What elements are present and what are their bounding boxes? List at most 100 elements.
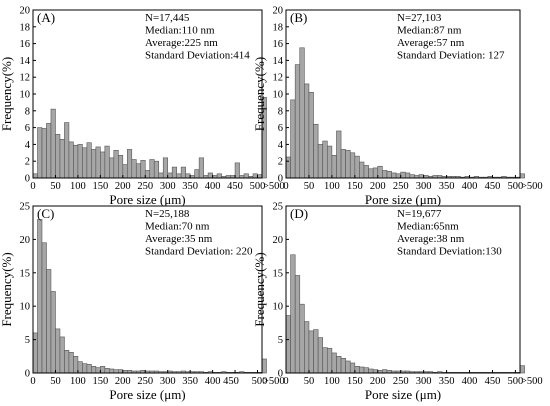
stat-line: Average:35 nm: [145, 233, 213, 245]
y-tick-label: 25: [273, 202, 284, 213]
x-axis-label: Pore size (μm): [365, 387, 441, 402]
histogram-bar: [372, 369, 379, 374]
x-tick-label: 50: [304, 376, 315, 387]
histogram-bar: [95, 146, 101, 179]
histogram-bar: [158, 172, 164, 179]
histogram-bar: [322, 347, 328, 374]
x-tick-label: 300: [160, 376, 176, 387]
stat-line: N=19,677: [397, 208, 442, 220]
histogram-bar: [122, 164, 128, 179]
y-tick-label: 20: [20, 235, 31, 246]
histogram-bar: [261, 358, 267, 374]
stat-line: N=17,445: [145, 12, 190, 24]
histogram-bar: [86, 364, 92, 374]
y-tick-label: 18: [20, 22, 31, 33]
histogram-bar: [144, 170, 151, 179]
x-tick-label: 350: [182, 181, 198, 192]
y-tick-label: 14: [20, 56, 31, 67]
y-tick-label: 14: [273, 56, 284, 67]
histogram-bar: [386, 170, 392, 179]
y-tick-label: 0: [278, 174, 283, 185]
x-tick-label: >500: [263, 376, 285, 387]
histogram-bar: [243, 173, 249, 179]
histogram-bar: [91, 366, 97, 374]
histogram-bar: [135, 163, 142, 179]
histogram-bar: [322, 140, 328, 179]
histogram-bar: [382, 170, 388, 179]
x-tick-label: 300: [160, 181, 176, 192]
histogram-bar: [68, 351, 74, 374]
y-tick-label: 20: [273, 6, 284, 17]
x-tick-label: 450: [485, 376, 501, 387]
x-tick-label: 100: [324, 376, 340, 387]
x-tick-label: 400: [462, 181, 478, 192]
histogram-bar: [285, 315, 291, 374]
x-tick-label: 400: [462, 376, 478, 387]
y-tick-label: 20: [273, 235, 284, 246]
stat-line: Standard Deviation: 220: [145, 246, 253, 258]
x-tick-label: >500: [521, 376, 543, 387]
x-tick-label: 50: [50, 376, 61, 387]
x-tick-label: 300: [416, 376, 432, 387]
x-tick-label: 150: [92, 181, 108, 192]
histogram-bar: [41, 128, 47, 179]
x-tick-label: 250: [137, 376, 153, 387]
y-tick-label: 10: [20, 90, 31, 101]
y-axis-label: Frequency(%): [252, 252, 267, 326]
histogram-bar: [64, 122, 70, 179]
x-tick-label: 0: [30, 376, 35, 387]
histogram-bar: [377, 165, 383, 179]
x-tick-label: 150: [92, 376, 108, 387]
x-tick-label: >500: [263, 181, 285, 192]
histogram-bar: [46, 123, 52, 179]
x-tick-label: 200: [370, 181, 386, 192]
histogram-bar: [326, 145, 333, 179]
stat-line: Standard Deviation: 127: [397, 50, 505, 62]
x-tick-label: 350: [439, 376, 455, 387]
histogram-bar: [32, 173, 38, 179]
x-tick-label: 450: [227, 181, 243, 192]
histogram-bar: [59, 336, 65, 374]
stat-line: Standard Deviation:414: [145, 50, 250, 62]
histogram-bar: [304, 83, 310, 179]
histogram-bar: [37, 219, 43, 374]
x-tick-label: 500: [508, 376, 524, 387]
histogram-bar: [109, 368, 115, 374]
histogram-bar: [382, 369, 388, 374]
histogram-bar: [55, 134, 61, 179]
x-tick-label: 350: [439, 181, 455, 192]
histogram-bar: [345, 360, 351, 374]
x-tick-label: 350: [182, 376, 198, 387]
histogram-bar: [336, 130, 342, 179]
histogram-bar: [354, 366, 360, 374]
histogram-bar: [126, 149, 133, 179]
panel-label: (D): [290, 206, 308, 221]
x-tick-label: 450: [485, 181, 501, 192]
x-tick-label: 100: [70, 181, 86, 192]
stat-line: Average:57 nm: [397, 37, 465, 49]
x-tick-label: 500: [508, 181, 524, 192]
histogram-bar: [32, 332, 38, 374]
y-tick-label: 16: [273, 39, 284, 50]
y-tick-label: 0: [25, 369, 30, 380]
histogram-bar: [317, 144, 324, 179]
histogram-bar: [294, 275, 301, 374]
histogram-bar: [363, 367, 369, 374]
histogram-bar: [171, 166, 177, 179]
y-tick-label: 8: [278, 106, 283, 117]
histogram-bar: [340, 357, 346, 374]
x-tick-label: 200: [115, 181, 131, 192]
histogram-bar: [82, 363, 88, 374]
stat-line: Median:87 nm: [397, 25, 462, 37]
x-axis-label: Pore size (μm): [109, 387, 185, 402]
y-tick-label: 10: [273, 90, 284, 101]
histogram-bar: [317, 337, 324, 374]
x-tick-label: 200: [370, 376, 386, 387]
histogram-bar: [140, 160, 146, 179]
histogram-bar: [418, 174, 424, 179]
x-tick-label: 250: [393, 181, 409, 192]
histogram-bar: [409, 174, 415, 179]
